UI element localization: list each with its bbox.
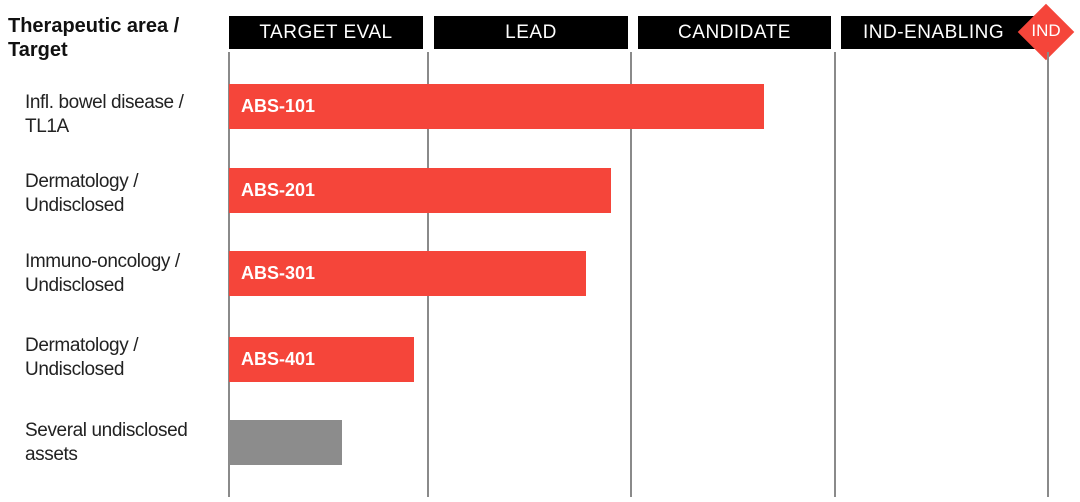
bar-4 xyxy=(229,337,415,382)
row-label-3: Immuno-oncology / Undisclosed xyxy=(25,250,225,298)
row-label-5: Several undisclosed assets xyxy=(25,419,225,467)
bar-label-3: ABS-301 xyxy=(241,263,316,283)
bar-5 xyxy=(229,420,343,465)
row-label-line: TL1A xyxy=(25,116,69,137)
bar-1 xyxy=(229,84,764,129)
row-label-2: Dermatology / Undisclosed xyxy=(25,170,225,218)
gridline-stage-end xyxy=(1047,52,1049,497)
stage-header-candidate: CANDIDATE xyxy=(638,16,831,49)
row-label-line: Undisclosed xyxy=(25,359,125,380)
stage-header-lead: LEAD xyxy=(434,16,628,49)
bar-label-1: ABS-101 xyxy=(241,96,316,116)
row-label-line: assets xyxy=(25,444,78,465)
bar-label-2: ABS-201 xyxy=(241,180,316,200)
row-label-line: Dermatology / xyxy=(25,171,139,192)
bar-label-4: ABS-401 xyxy=(241,349,316,369)
row-label-line: Immuno-oncology / xyxy=(25,251,180,272)
row-label-1: Infl. bowel disease / TL1A xyxy=(25,91,225,139)
gridline-stage-4 xyxy=(834,52,836,497)
ind-milestone-label: IND xyxy=(1031,21,1061,40)
gridline-stage-3 xyxy=(630,52,632,497)
bar-3 xyxy=(229,251,587,296)
column-header-title: Therapeutic area / Target xyxy=(8,15,180,61)
row-label-4: Dermatology / Undisclosed xyxy=(25,334,225,382)
stage-header-target-eval: TARGET EVAL xyxy=(229,16,423,49)
row-label-line: Undisclosed xyxy=(25,195,125,216)
row-label-line: Infl. bowel disease / xyxy=(25,92,184,113)
stage-header-ind-enabling: IND-ENABLING xyxy=(841,16,1037,49)
row-label-line: Undisclosed xyxy=(25,275,125,296)
row-label-line: Dermatology / xyxy=(25,335,139,356)
bar-2 xyxy=(229,168,611,213)
row-label-line: Several undisclosed xyxy=(25,420,188,441)
